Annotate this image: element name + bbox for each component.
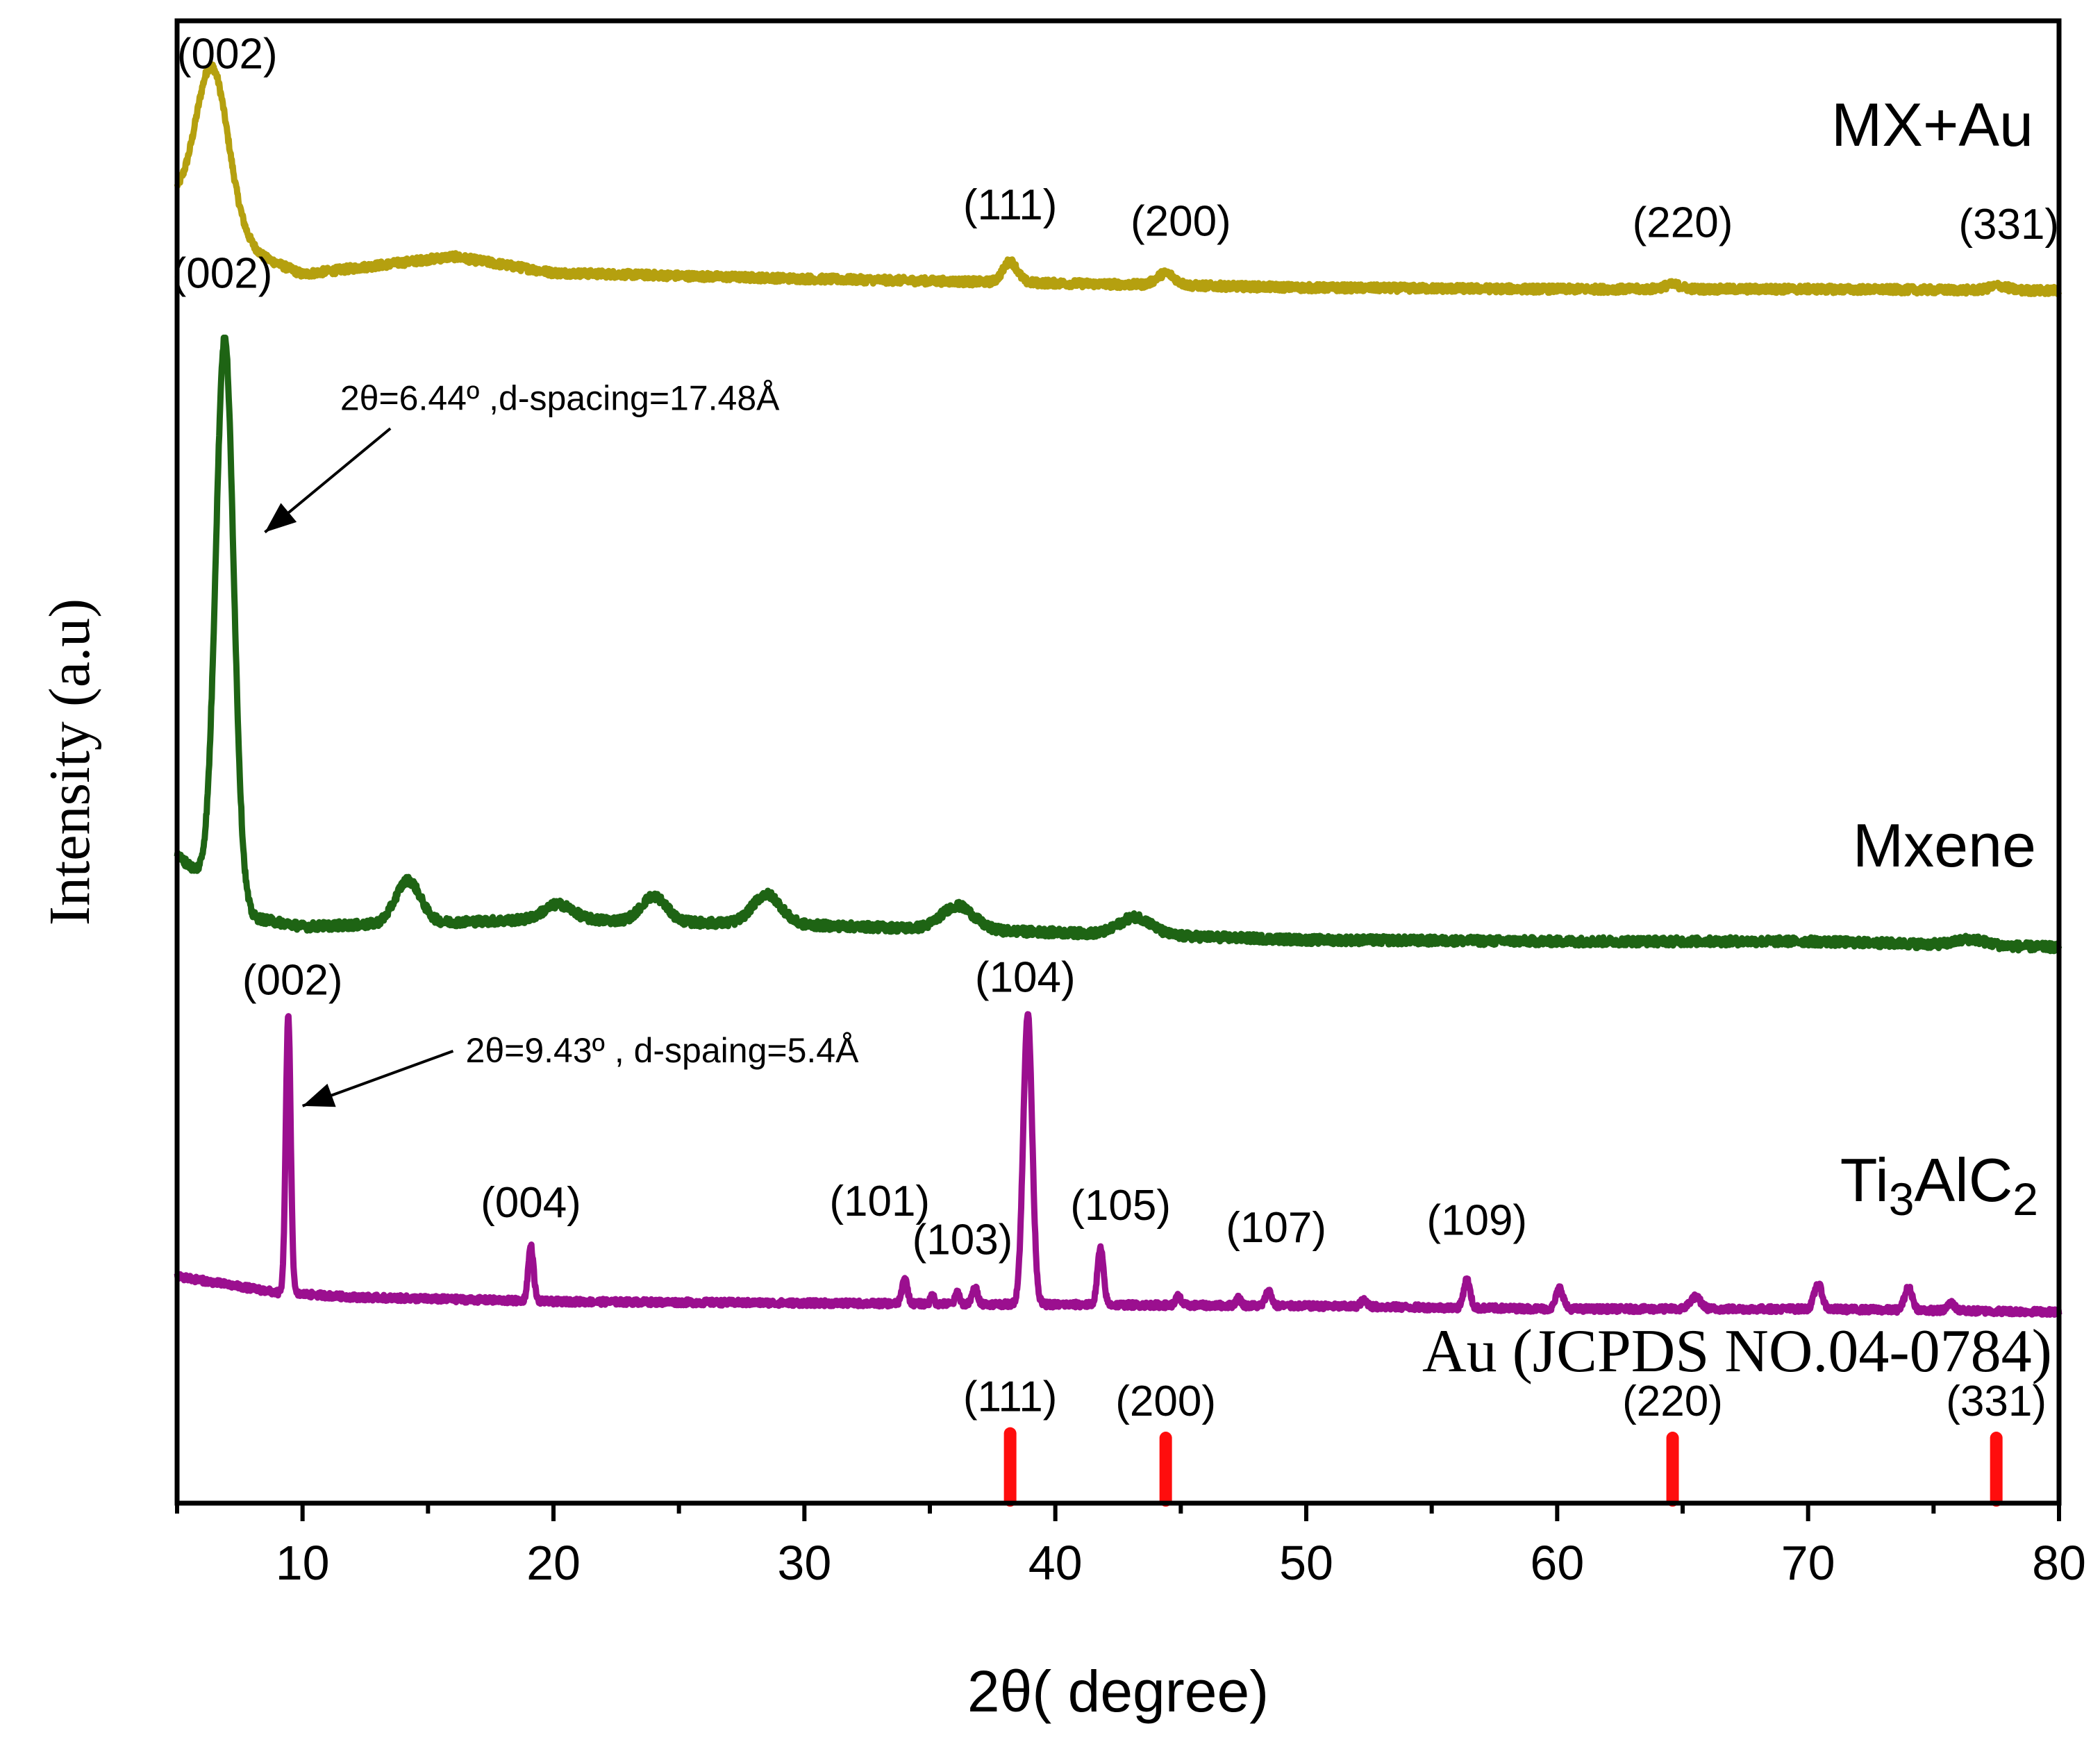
x-tick-label: 70 [1781, 1536, 1835, 1590]
reference-stick-label: (200) [1115, 1377, 1216, 1425]
formula-subscript-3: 3 [1889, 1173, 1915, 1225]
series-layer [174, 60, 2062, 1318]
plot-frame [174, 18, 2062, 1506]
reference-label: Au (JCPDS NO.04-0784) [1422, 1318, 2052, 1385]
reference-layer: (111) (200) (220) (331) [963, 1373, 2047, 1507]
peak-annotation-mx_au: (200) [1131, 198, 1231, 246]
series-line-mxene [174, 334, 2062, 955]
peak-annotation-mx_au: (331) [1958, 201, 2059, 249]
arrow-head [265, 503, 297, 533]
peak-annotation-mxene: (002) [172, 249, 273, 297]
x-tick-label: 30 [777, 1536, 831, 1590]
formula-part-alc: AlC [1914, 1146, 2012, 1214]
x-tick-label: 60 [1530, 1536, 1584, 1590]
x-tick-label: 50 [1279, 1536, 1333, 1590]
formula-part-ti: Ti [1840, 1146, 1889, 1214]
peak-annotation-ti3alc2: (101) [829, 1178, 930, 1225]
ticks-layer: 10 20 30 40 50 60 70 80 [175, 1503, 2086, 1590]
peak-annotation-ti3alc2: (104) [975, 953, 1076, 1001]
x-tick-label: 80 [2032, 1536, 2086, 1590]
arrow-annotation-text: 2θ=9.43º , d-spaing=5.4Å [466, 1031, 860, 1070]
y-axis-title: Intensity (a.u) [38, 598, 102, 926]
peak-annotation-mx_au: (111) [963, 181, 1058, 229]
x-axis-title: 2θ( degree) [967, 1659, 1269, 1724]
arrow-head [302, 1083, 336, 1107]
formula-subscript-2: 2 [2012, 1173, 2038, 1225]
reference-stick-label: (111) [963, 1373, 1058, 1421]
series-label-mxene: Mxene [1853, 811, 2036, 880]
series-line-mx_au [174, 60, 2062, 297]
annotation-layer: (002) (111) (200) (220) (331) (002) (002) (104)… [172, 30, 2059, 1264]
peak-annotation-ti3alc2: (107) [1226, 1204, 1326, 1252]
peak-annotation-ti3alc2: (002) [242, 957, 343, 1005]
peak-annotation-mx_au: (002) [177, 30, 278, 78]
peak-annotation-mx_au: (220) [1633, 199, 1733, 247]
series-label-ti3alc2: Ti3AlC2 [1840, 1146, 2038, 1225]
series-label-mx-au: MX+Au [1831, 90, 2033, 159]
peak-annotation-ti3alc2: (103) [912, 1216, 1013, 1264]
x-tick-label: 40 [1028, 1536, 1083, 1590]
peak-annotation-ti3alc2: (109) [1426, 1197, 1527, 1245]
peak-annotation-ti3alc2: (105) [1070, 1182, 1171, 1230]
reference-stick-label: (220) [1622, 1377, 1723, 1425]
peak-annotation-ti3alc2: (004) [481, 1179, 581, 1227]
series-line-ti3alc2 [174, 1011, 2062, 1318]
reference-stick-label: (331) [1946, 1377, 2047, 1425]
x-tick-label: 20 [526, 1536, 581, 1590]
x-tick-label: 10 [276, 1536, 330, 1590]
arrow-annotation-text: 2θ=6.44º ,d-spacing=17.48Å [340, 378, 780, 417]
